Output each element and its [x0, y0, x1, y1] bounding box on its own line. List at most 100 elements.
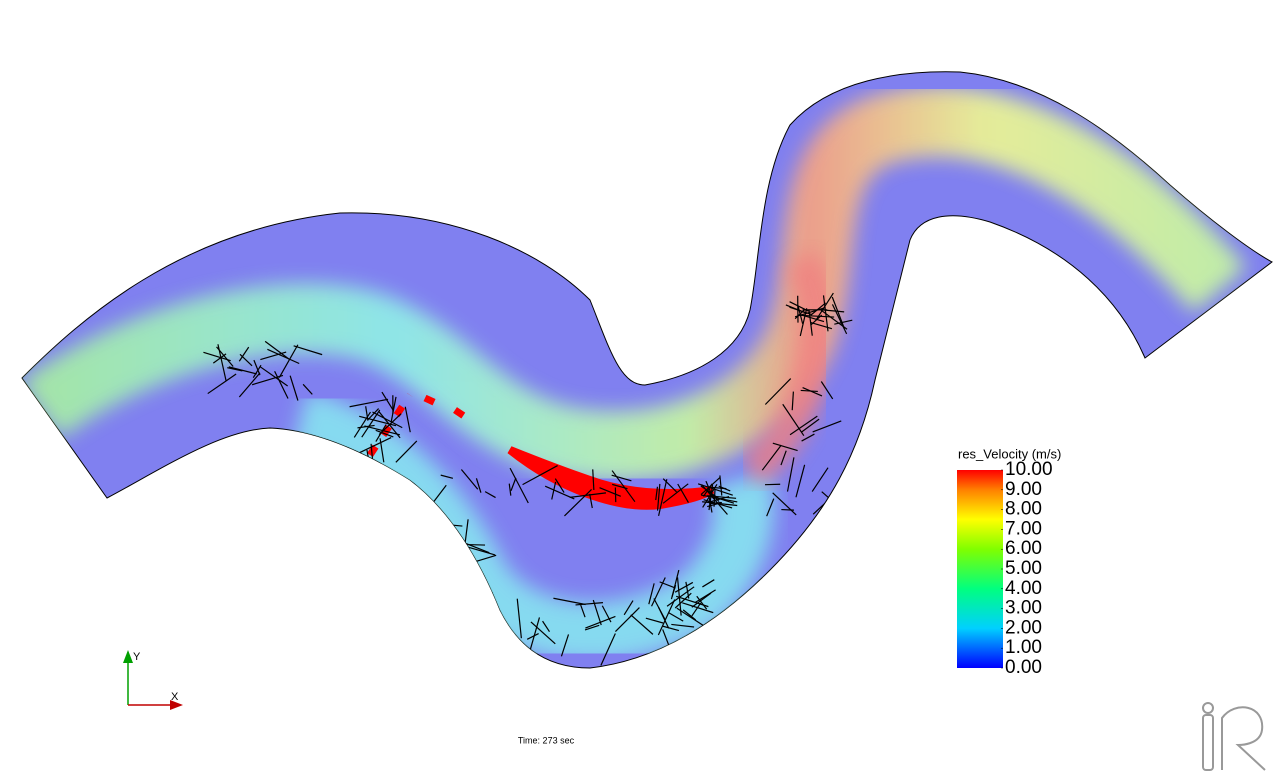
particle-trace — [696, 595, 708, 610]
legend-tick-label: 2.00 — [1005, 617, 1042, 638]
particle-trace — [203, 351, 231, 362]
particle-trace — [238, 372, 261, 398]
particle-trace — [569, 492, 607, 498]
particle-trace — [302, 383, 313, 395]
y-axis-label: Y — [133, 651, 141, 663]
particle-trace — [253, 359, 261, 376]
legend-tick-label: 1.00 — [1005, 637, 1042, 658]
color-legend: res_Velocity (m/s) 10.009.008.007.006.00… — [957, 446, 1061, 678]
particle-trace — [259, 365, 289, 387]
particle-trace — [658, 479, 668, 516]
particle-trace — [657, 599, 676, 636]
legend-tick-label: 3.00 — [1005, 598, 1042, 619]
particle-trace — [810, 322, 833, 330]
color-bar — [957, 470, 1003, 668]
river — [21, 71, 1273, 669]
particle-trace — [264, 340, 290, 360]
particle-trace — [390, 396, 397, 423]
particle-trace — [658, 607, 670, 629]
particle-trace — [575, 601, 604, 606]
particle-trace — [592, 469, 595, 491]
particle-trace — [267, 348, 300, 365]
legend-tick-label: 0.00 — [1005, 657, 1042, 678]
particle-trace — [454, 584, 485, 609]
particle-trace — [530, 621, 556, 645]
legend-tick-label: 9.00 — [1005, 479, 1042, 500]
particle-trace — [455, 639, 479, 649]
particle-trace — [795, 464, 806, 498]
particle-trace — [800, 314, 825, 323]
particle-trace — [761, 444, 782, 471]
particle-trace — [378, 413, 402, 435]
legend-title: res_Velocity (m/s) — [958, 446, 1061, 461]
particle-trace — [353, 411, 371, 438]
particle-trace — [580, 604, 586, 618]
particle-trace — [676, 607, 705, 627]
particle-trace — [600, 633, 616, 666]
particle-trace — [682, 609, 697, 621]
particle-trace — [662, 483, 689, 504]
particle-trace — [781, 508, 795, 511]
particle-trace — [702, 483, 713, 497]
particle-trace — [656, 483, 661, 511]
particle-trace — [719, 475, 723, 496]
particle-trace — [614, 607, 640, 632]
particle-trace — [713, 489, 716, 507]
particle-trace — [227, 367, 243, 372]
particle-trace — [544, 485, 575, 500]
particle-trace — [440, 474, 454, 479]
particle-trace — [361, 409, 381, 438]
particle-trace — [691, 592, 712, 608]
particle-trace — [800, 314, 835, 318]
particle-trace — [786, 457, 795, 492]
particle-trace — [510, 477, 517, 491]
particle-trace — [820, 381, 834, 400]
particle-trace — [812, 501, 827, 515]
particle-trace — [648, 583, 655, 605]
particle-trace — [212, 353, 227, 364]
particle-trace — [794, 308, 806, 320]
particle-trace — [542, 620, 550, 632]
particle-trace — [812, 420, 842, 433]
particle-trace — [818, 308, 845, 313]
particle-trace — [668, 611, 684, 622]
particle-trace — [651, 577, 666, 607]
particle-trace — [623, 600, 634, 616]
particle-trace — [554, 478, 565, 493]
particle-trace — [467, 614, 495, 639]
particle-trace — [551, 481, 557, 500]
particle-trace — [434, 609, 454, 617]
particle-trace — [799, 308, 808, 337]
particle-trace — [810, 302, 827, 316]
particle-trace — [349, 398, 389, 408]
time-label: Time: 273 sec — [518, 735, 575, 745]
particle-trace — [655, 486, 659, 501]
particle-trace — [278, 344, 299, 378]
legend-tick-label: 7.00 — [1005, 518, 1042, 539]
particle-trace — [462, 614, 471, 640]
particle-trace — [811, 467, 829, 492]
particle-trace — [207, 373, 237, 395]
particle-trace — [695, 589, 716, 603]
particle-trace — [674, 581, 694, 593]
legend-tick-label: 6.00 — [1005, 538, 1042, 559]
legend-tick-label: 4.00 — [1005, 578, 1042, 599]
particle-trace — [708, 486, 727, 490]
particle-trace — [508, 483, 512, 496]
particle-trace — [217, 344, 227, 381]
particle-trace — [675, 595, 709, 608]
particle-trace — [764, 378, 792, 405]
particle-trace — [553, 597, 586, 606]
particle-trace — [645, 617, 664, 624]
particle-trace — [367, 408, 380, 421]
particle-trace — [564, 489, 592, 517]
particle-trace — [676, 577, 682, 616]
particle-trace — [601, 605, 612, 623]
logo — [1202, 702, 1266, 771]
particle-trace — [780, 450, 787, 466]
legend-tick-label: 10.00 — [1005, 459, 1053, 480]
particle-trace — [702, 579, 715, 588]
particle-trace — [375, 429, 394, 438]
legend-tick-label: 5.00 — [1005, 558, 1042, 579]
